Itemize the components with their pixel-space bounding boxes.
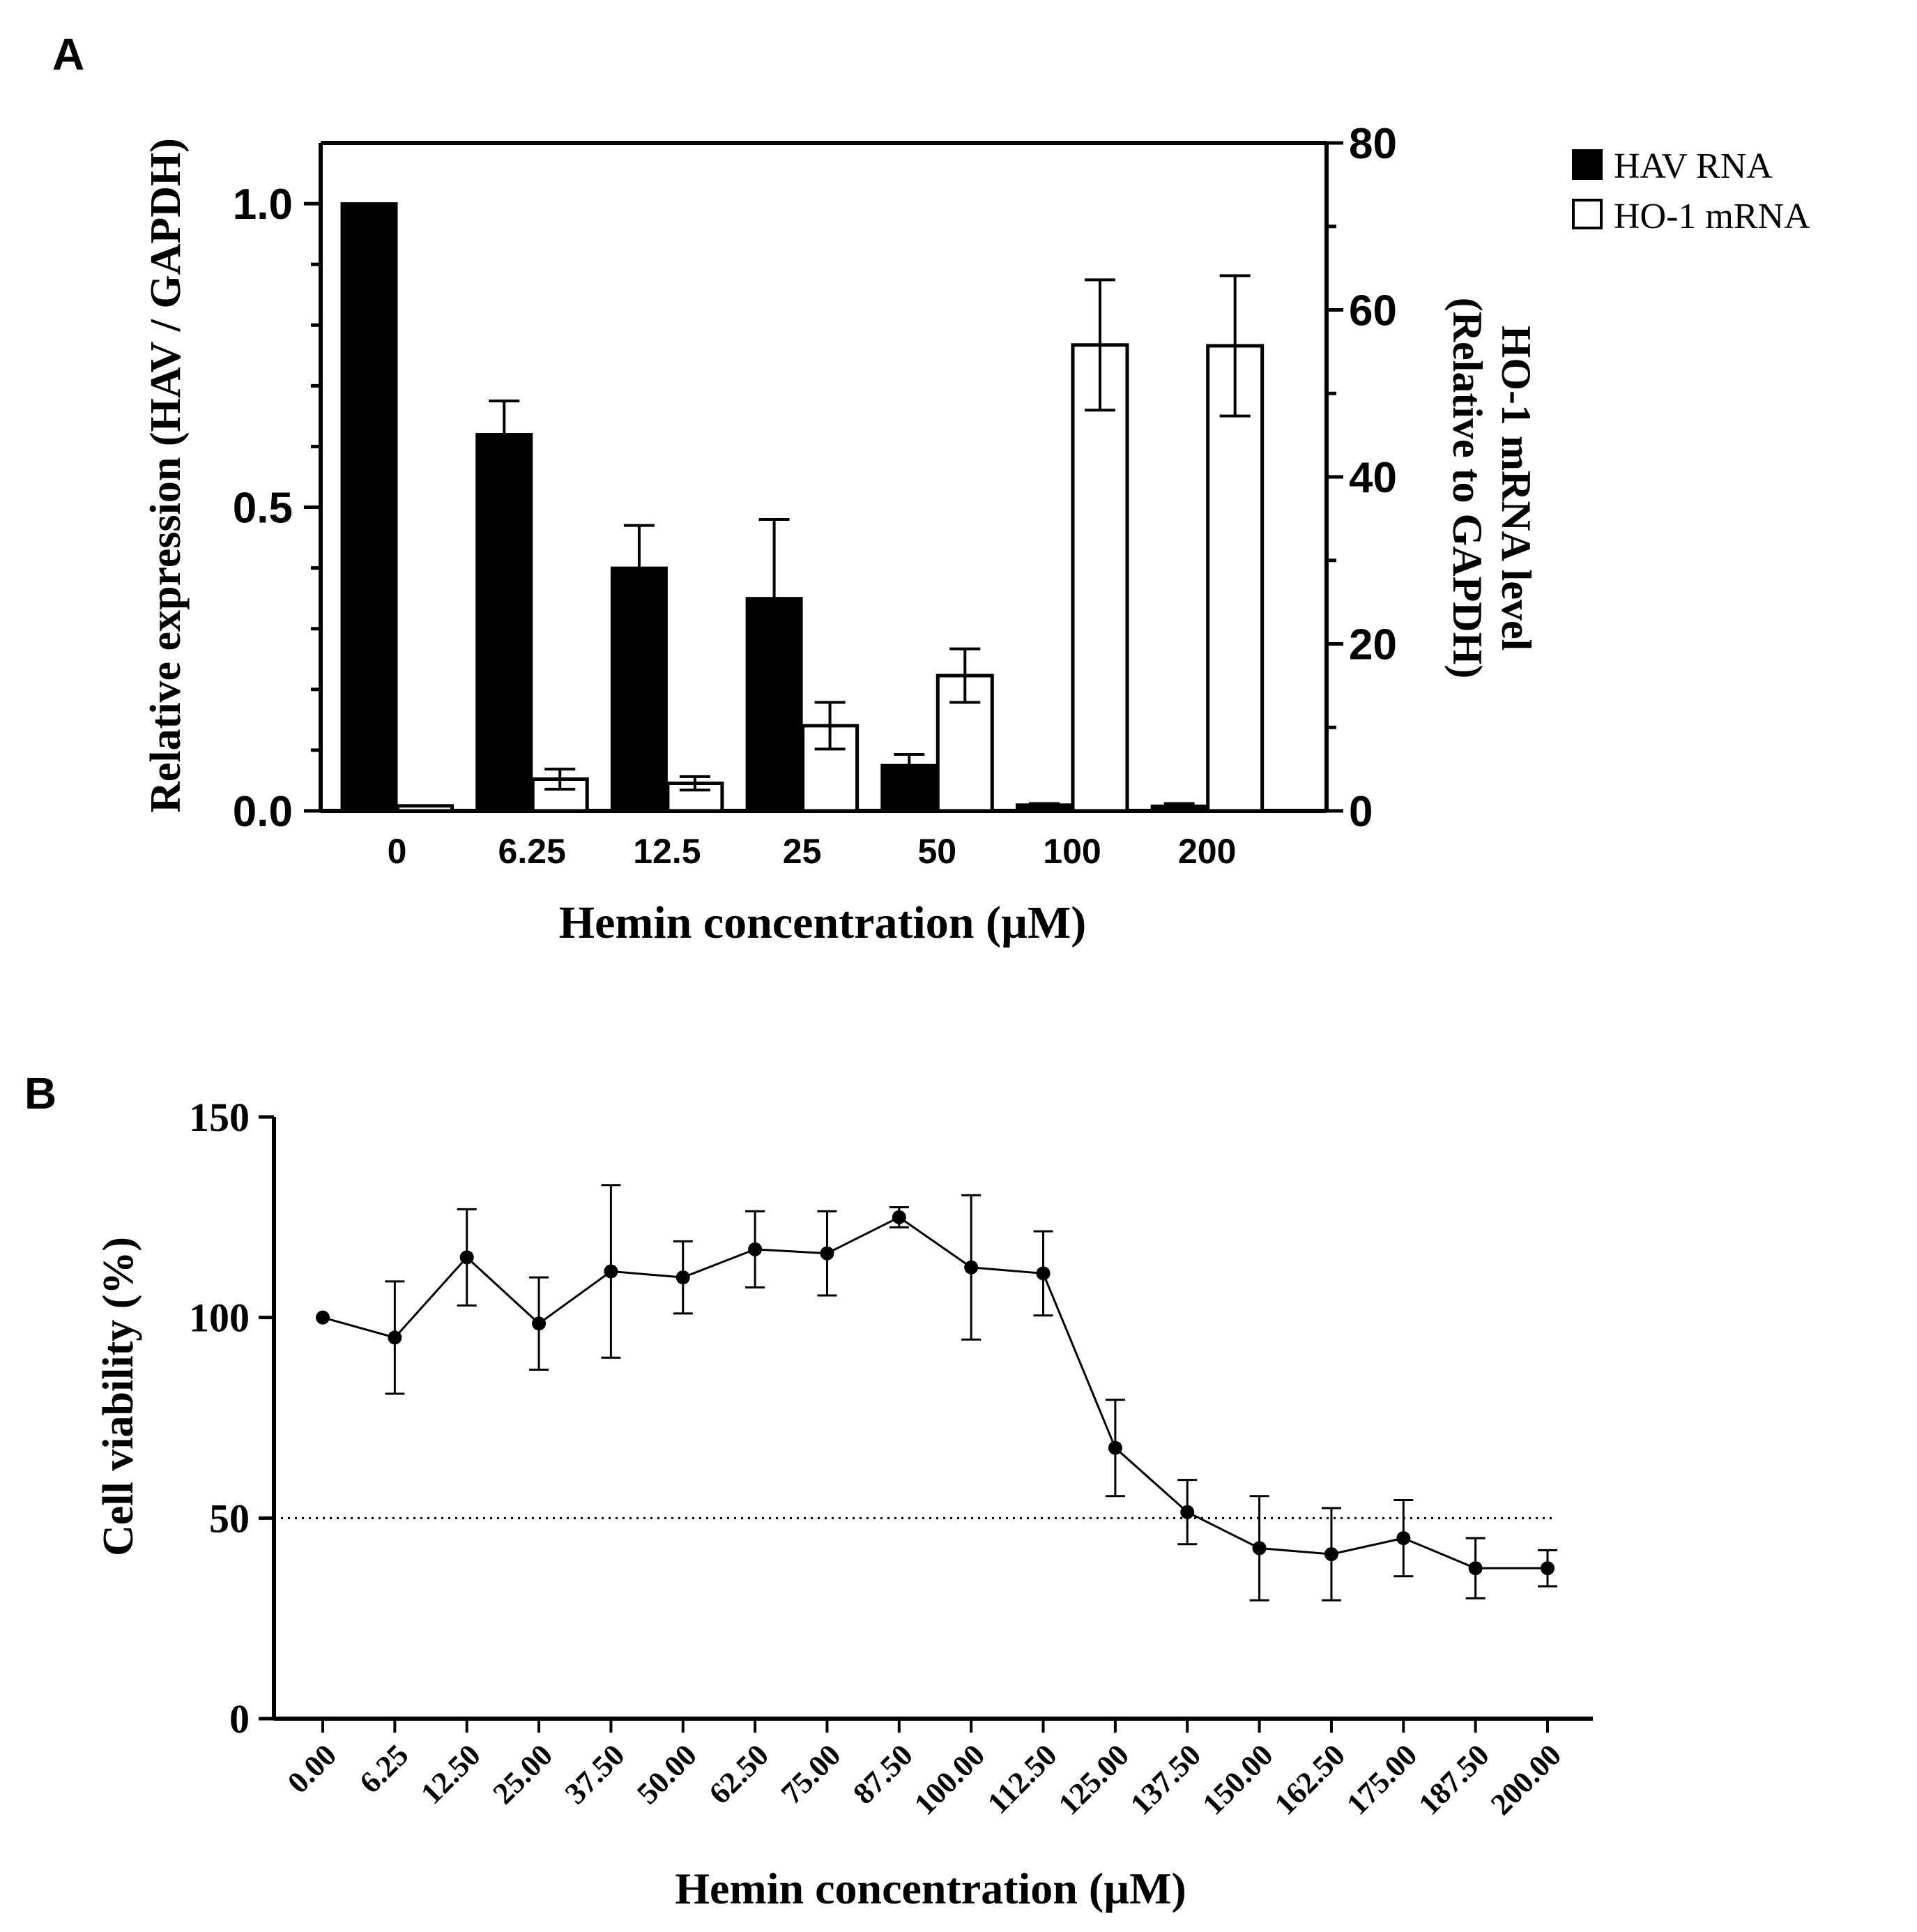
hav-rna-bar xyxy=(475,433,533,812)
right-tick-label: 20 xyxy=(1349,621,1397,669)
x-tick-label: 200 xyxy=(1178,832,1236,871)
y-tick-label: 150 xyxy=(189,1095,250,1140)
right-tick-label: 0 xyxy=(1349,788,1373,836)
viability-point xyxy=(459,1250,474,1265)
x-tick-label: 0.00 xyxy=(281,1737,343,1800)
x-tick-label: 75.00 xyxy=(774,1737,848,1811)
x-tick-label: 137.50 xyxy=(1124,1737,1207,1821)
panel-a-xlabel: Hemin concentration (µM) xyxy=(559,897,1087,948)
ho1-mrna-bar xyxy=(1071,343,1129,813)
y-tick-label: 0 xyxy=(229,1696,250,1742)
viability-point xyxy=(604,1264,618,1279)
panel-b-ylabel: Cell viability (%) xyxy=(95,1237,142,1556)
x-tick-label: 6.25 xyxy=(353,1737,415,1800)
panel-b-label: B xyxy=(24,1068,56,1118)
right-tick-label: 40 xyxy=(1349,454,1397,502)
ho1-mrna-bar xyxy=(1206,344,1265,813)
left-tick-label: 0.5 xyxy=(233,485,293,533)
legend-label-hav-rna: HAV RNA xyxy=(1614,146,1773,186)
x-tick-label: 12.5 xyxy=(633,832,701,871)
viability-point xyxy=(892,1210,906,1224)
panel-a-legend: HAV RNA HO-1 mRNA xyxy=(1572,146,1810,236)
panel-b-xlabel: Hemin concentration (µM) xyxy=(675,1864,1186,1913)
viability-point xyxy=(964,1260,979,1275)
x-tick-label: 50.00 xyxy=(630,1737,703,1811)
x-tick-label: 175.00 xyxy=(1340,1737,1423,1821)
viability-point xyxy=(1541,1561,1555,1576)
viability-point xyxy=(532,1316,547,1331)
y-tick-label: 100 xyxy=(189,1295,250,1341)
x-tick-label: 162.50 xyxy=(1268,1737,1352,1821)
x-tick-label: 187.50 xyxy=(1412,1737,1496,1821)
x-tick-label: 50 xyxy=(917,832,956,871)
x-tick-label: 6.25 xyxy=(498,832,566,871)
legend-label-ho1-mrna: HO-1 mRNA xyxy=(1614,197,1810,236)
left-tick-label: 1.0 xyxy=(233,181,293,229)
legend-swatch-ho1-mrna xyxy=(1572,199,1603,229)
x-tick-label: 62.50 xyxy=(703,1737,776,1811)
panel-a-ylabel-right-line2: (Relative to GAPDH) xyxy=(1444,298,1490,679)
x-tick-label: 200.00 xyxy=(1484,1737,1568,1821)
x-tick-label: 12.50 xyxy=(414,1737,487,1811)
right-tick-label: 80 xyxy=(1349,120,1397,168)
viability-line xyxy=(322,1216,1548,1569)
panel-a-label: A xyxy=(52,29,84,79)
x-tick-label: 37.50 xyxy=(558,1737,632,1811)
panel-b-chart: 0 50 100 150 0.00 6.2512.5025.0037.5050.0062.… xyxy=(189,1095,1593,1822)
viability-point xyxy=(675,1270,690,1285)
panel-a-ylabel-right-line1: HO-1 mRNA level xyxy=(1493,326,1539,651)
legend-swatch-hav-rna xyxy=(1572,149,1603,180)
viability-point xyxy=(1036,1266,1051,1281)
hav-rna-bar xyxy=(340,202,398,813)
viability-point xyxy=(1468,1561,1483,1576)
viability-point xyxy=(748,1242,763,1256)
viability-point xyxy=(1180,1505,1195,1519)
x-tick-label: 100.00 xyxy=(908,1737,991,1821)
x-tick-label: 100 xyxy=(1043,832,1101,871)
x-tick-label: 0 xyxy=(388,832,407,871)
x-tick-label: 87.50 xyxy=(846,1737,919,1811)
viability-point xyxy=(820,1246,834,1261)
viability-point xyxy=(1324,1547,1338,1562)
viability-point xyxy=(316,1310,330,1325)
x-tick-label: 125.00 xyxy=(1052,1737,1136,1821)
viability-point xyxy=(388,1330,402,1345)
viability-point xyxy=(1108,1440,1122,1455)
panel-a-ylabel-left: Relative expression (HAV / GAPDH) xyxy=(142,138,190,813)
x-tick-label: 112.50 xyxy=(981,1737,1063,1820)
x-tick-label: 25 xyxy=(783,832,822,871)
ho1-mrna-bar xyxy=(396,804,455,813)
viability-point xyxy=(1396,1531,1411,1546)
y-tick-label: 50 xyxy=(209,1496,250,1541)
right-tick-label: 60 xyxy=(1349,287,1397,335)
x-tick-label: 150.00 xyxy=(1196,1737,1279,1821)
left-tick-label: 0.0 xyxy=(233,788,293,836)
x-tick-label: 25.00 xyxy=(486,1737,559,1811)
panel-a-chart: 0.0 0.5 1.0 0 20 40 60 80 0 6.25 12.5 25 50 100 200 xyxy=(233,120,1397,871)
viability-point xyxy=(1252,1541,1267,1556)
